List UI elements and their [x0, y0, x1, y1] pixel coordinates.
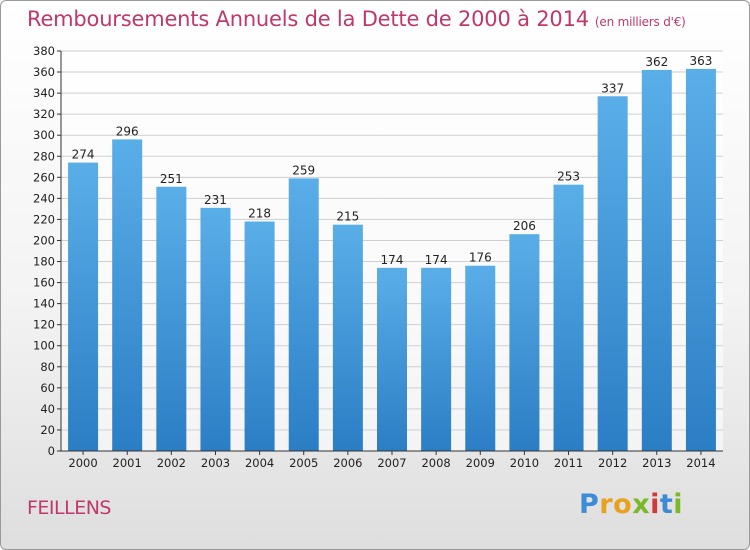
x-tick-label-2001: 2001	[113, 456, 142, 470]
logo-letter: o	[613, 489, 633, 520]
data-label-2014: 363	[689, 54, 712, 68]
y-tick-label: 160	[33, 276, 55, 290]
chart-subtitle: (en milliers d'€)	[594, 15, 686, 29]
chart-title-text: Remboursements Annuels de la Dette de 20…	[27, 7, 589, 31]
x-tick-label-2007: 2007	[377, 456, 406, 470]
x-tick-label-2000: 2000	[68, 456, 97, 470]
y-tick-label: 240	[33, 191, 55, 205]
y-tick-label: 120	[33, 318, 55, 332]
logo-letter: r	[599, 489, 614, 520]
x-tick-label-2002: 2002	[157, 456, 186, 470]
data-label-2006: 215	[336, 210, 359, 224]
y-tick-label: 0	[48, 444, 55, 458]
data-label-2005: 259	[292, 163, 315, 177]
commune-name: FEILLENS	[27, 497, 112, 519]
data-label-2008: 174	[425, 253, 448, 267]
y-tick-label: 200	[33, 233, 55, 247]
x-tick-label-2011: 2011	[554, 456, 583, 470]
y-tick-label: 340	[33, 86, 55, 100]
y-tick-label: 300	[33, 128, 55, 142]
data-label-2002: 251	[160, 172, 183, 186]
bar-2014	[685, 68, 716, 451]
data-label-2010: 206	[513, 219, 536, 233]
bar-2013	[641, 69, 672, 452]
bar-2003	[200, 207, 231, 451]
x-tick-label-2008: 2008	[421, 456, 450, 470]
y-tick-label: 140	[33, 297, 55, 311]
bar-2008	[421, 267, 452, 451]
x-tick-label-2003: 2003	[201, 456, 230, 470]
logo-letter: P	[579, 489, 600, 520]
x-tick-label-2004: 2004	[245, 456, 274, 470]
data-label-2004: 218	[248, 207, 271, 221]
logo-letter: t	[659, 489, 674, 520]
data-label-2000: 274	[72, 148, 95, 162]
bar-2012	[597, 96, 628, 452]
y-tick-label: 360	[33, 65, 55, 79]
data-label-2007: 174	[381, 253, 404, 267]
data-label-2009: 176	[469, 251, 492, 265]
y-tick-label: 220	[33, 212, 55, 226]
y-tick-label: 80	[40, 360, 55, 374]
x-tick-label-2009: 2009	[466, 456, 495, 470]
logo-letter: i	[673, 489, 684, 520]
x-tick-label-2006: 2006	[333, 456, 362, 470]
x-tick-label-2005: 2005	[289, 456, 318, 470]
chart-title: Remboursements Annuels de la Dette de 20…	[27, 7, 686, 31]
y-tick-label: 100	[33, 339, 55, 353]
bar-2005	[288, 178, 319, 452]
y-tick-label: 60	[40, 381, 55, 395]
logo-letter: x	[632, 489, 651, 520]
bar-2004	[244, 221, 275, 451]
data-label-2011: 253	[557, 170, 580, 184]
y-tick-label: 180	[33, 255, 55, 269]
bar-2010	[509, 234, 540, 451]
proxiti-logo: Proxiti	[579, 489, 683, 520]
data-label-2003: 231	[204, 193, 227, 207]
y-tick-label: 40	[40, 402, 55, 416]
x-tick-label-2013: 2013	[642, 456, 671, 470]
y-tick-label: 380	[33, 44, 55, 58]
data-label-2001: 296	[116, 124, 139, 138]
logo-letter: i	[650, 489, 660, 520]
bar-2009	[465, 265, 496, 451]
bar-2007	[377, 267, 407, 451]
y-tick-label: 260	[33, 170, 55, 184]
bar-2006	[332, 224, 363, 451]
bar-2001	[112, 139, 143, 451]
x-tick-label-2010: 2010	[510, 456, 539, 470]
bar-2002	[156, 186, 187, 451]
data-label-2012: 337	[601, 81, 624, 95]
x-tick-label-2012: 2012	[598, 456, 627, 470]
x-tick-label-2014: 2014	[686, 456, 715, 470]
y-tick-label: 20	[40, 423, 55, 437]
bar-2000	[68, 162, 99, 451]
data-label-2013: 362	[645, 55, 668, 69]
y-tick-label: 280	[33, 149, 55, 163]
y-tick-label: 320	[33, 107, 55, 121]
bar-2011	[553, 184, 584, 451]
